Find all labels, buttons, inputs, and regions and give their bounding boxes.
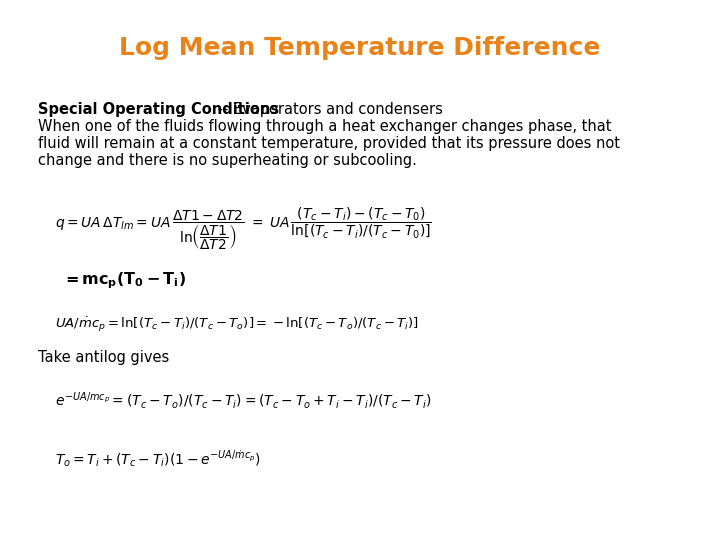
Text: Take antilog gives: Take antilog gives (38, 350, 169, 365)
Text: change and there is no superheating or subcooling.: change and there is no superheating or s… (38, 153, 417, 168)
Text: Special Operating Conditions: Special Operating Conditions (38, 102, 279, 117)
Text: fluid will remain at a constant temperature, provided that its pressure does not: fluid will remain at a constant temperat… (38, 136, 620, 151)
Text: -- Evaporators and condensers: -- Evaporators and condensers (213, 102, 443, 117)
Text: $\mathbf{= mc_p(T_0 - T_i)}$: $\mathbf{= mc_p(T_0 - T_i)}$ (62, 270, 186, 291)
Text: $UA/\dot{m}c_p = \ln[(T_c-T_i)/(T_c-T_o)] = -\ln[(T_c-T_o)/(T_c-T_i)]$: $UA/\dot{m}c_p = \ln[(T_c-T_i)/(T_c-T_o)… (55, 315, 419, 334)
Text: When one of the fluids flowing through a heat exchanger changes phase, that: When one of the fluids flowing through a… (38, 119, 611, 134)
Text: $q = UA\,\Delta T_{lm} = UA\,\dfrac{\Delta T1-\Delta T2}{\ln\!\left(\dfrac{\Delt: $q = UA\,\Delta T_{lm} = UA\,\dfrac{\Del… (55, 205, 432, 252)
Text: $T_o = T_i + (T_c - T_i)(1 - e^{-UA/\dot{m}c_p})$: $T_o = T_i + (T_c - T_i)(1 - e^{-UA/\dot… (55, 448, 261, 469)
Text: Log Mean Temperature Difference: Log Mean Temperature Difference (120, 36, 600, 60)
Text: $e^{-UA/mc_p} = (T_c - T_o)/(T_c - T_i) = (T_c - T_o + T_i - T_i)/(T_c - T_i)$: $e^{-UA/mc_p} = (T_c - T_o)/(T_c - T_i) … (55, 390, 431, 411)
